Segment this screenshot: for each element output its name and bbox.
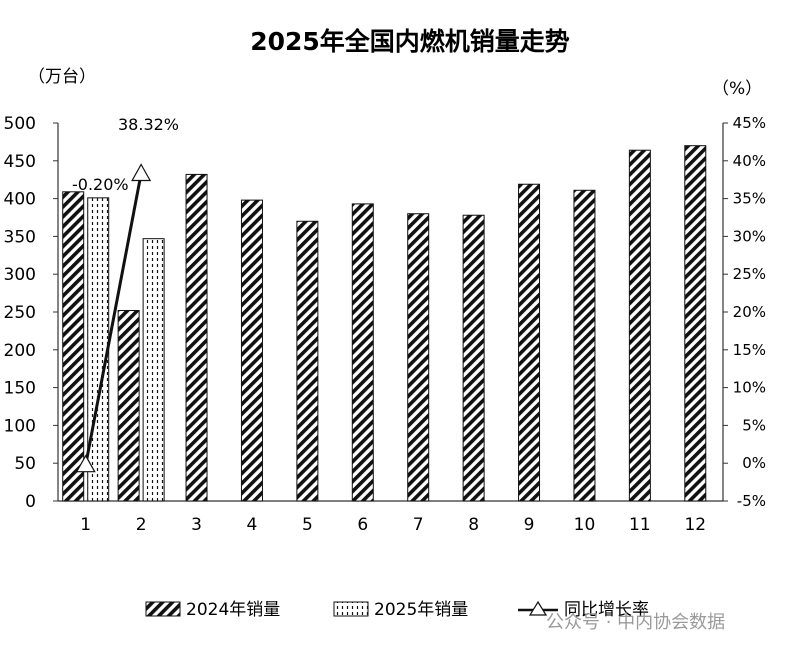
y-axis-right-unit: （%） <box>712 79 762 99</box>
legend-swatch-growth-marker <box>528 600 548 616</box>
y-left-tick-label: 400 <box>4 190 36 210</box>
bar-2024 <box>462 214 485 502</box>
y-right-tick-label: 0% <box>742 454 766 472</box>
bar-2025 <box>142 238 165 502</box>
legend-label-growth: 同比增长率 <box>564 600 649 620</box>
y-left-tick-label: 250 <box>4 303 36 323</box>
y-left-tick-label: 200 <box>4 341 36 361</box>
bar-2024 <box>62 191 85 502</box>
y-axis-left-unit: （万台） <box>28 67 96 87</box>
x-tick-label: 4 <box>247 515 258 535</box>
x-tick-label: 3 <box>191 515 202 535</box>
y-right-tick-label: 15% <box>733 341 766 359</box>
y-left-tick-label: 0 <box>25 492 36 512</box>
bar-2024 <box>518 183 541 502</box>
growth-data-label: -0.20% <box>72 175 129 194</box>
growth-marker <box>75 454 96 473</box>
x-tick-label: 9 <box>524 515 535 535</box>
x-tick-label: 2 <box>136 515 147 535</box>
x-tick-label: 8 <box>468 515 479 535</box>
x-tick-label: 10 <box>574 515 596 535</box>
x-tick-label: 12 <box>684 515 706 535</box>
legend: 2024年销量 2025年销量 同比增长率 <box>145 600 649 620</box>
x-tick-label: 6 <box>357 515 368 535</box>
y-right-tick-label: 20% <box>733 303 766 321</box>
x-tick-label: 11 <box>629 515 651 535</box>
y-right-tick-label: 35% <box>733 190 766 208</box>
bar-2024 <box>684 145 707 502</box>
bar-2024 <box>351 203 374 502</box>
y-right-tick-label: 25% <box>733 265 766 283</box>
y-right-tick-label: 45% <box>733 114 766 132</box>
y-left-tick-label: 50 <box>14 454 36 474</box>
growth-data-label: 38.32% <box>118 115 179 134</box>
y-right-tick-label: 5% <box>742 416 766 434</box>
watermark: 公众号 · 中内协会数据 <box>546 612 725 633</box>
chart-title: 2025年全国内燃机销量走势 <box>250 27 570 56</box>
legend-label-2025: 2025年销量 <box>374 600 468 620</box>
axes: 0 50 100 150 200 250 300 350 400 450 500 -5% 0% 5% 10%… <box>4 114 766 535</box>
bars <box>62 145 707 502</box>
bar-2024 <box>407 213 430 502</box>
bar-2024 <box>117 309 140 502</box>
bar-2024 <box>296 220 319 502</box>
bar-2025 <box>87 197 110 502</box>
bar-2024 <box>573 189 596 502</box>
y-left-tick-label: 150 <box>4 379 36 399</box>
y-left-tick-label: 100 <box>4 416 36 436</box>
bar-2024 <box>185 173 208 502</box>
y-right-tick-label: -5% <box>737 492 766 510</box>
growth-marker <box>131 163 152 182</box>
bar-2024 <box>628 149 651 502</box>
x-tick-label: 7 <box>413 515 424 535</box>
y-left-tick-label: 450 <box>4 152 36 172</box>
y-right-tick-label: 40% <box>733 152 766 170</box>
x-tick-label: 1 <box>80 515 91 535</box>
y-right-tick-label: 10% <box>733 379 766 397</box>
x-tick-label: 5 <box>302 515 313 535</box>
y-right-tick-label: 30% <box>733 227 766 245</box>
growth-line-path <box>84 173 143 465</box>
legend-swatch-2024 <box>145 601 181 617</box>
legend-swatch-2025 <box>333 601 369 617</box>
growth-line: -0.20% 38.32% <box>72 115 179 473</box>
y-left-tick-label: 350 <box>4 227 36 247</box>
legend-label-2024: 2024年销量 <box>186 600 280 620</box>
y-left-tick-label: 500 <box>4 114 36 134</box>
bar-2024 <box>240 199 263 502</box>
y-left-tick-label: 300 <box>4 265 36 285</box>
